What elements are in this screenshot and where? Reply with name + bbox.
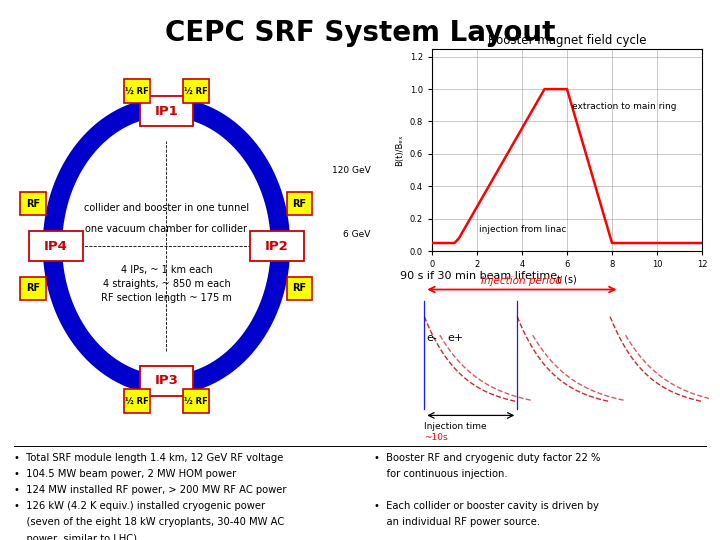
Text: RF: RF: [27, 283, 40, 293]
Text: one vacuum chamber for collider: one vacuum chamber for collider: [86, 224, 248, 234]
Title: Booster magnet field cycle: Booster magnet field cycle: [487, 35, 647, 48]
Text: 90 s if 30 min beam lifetime: 90 s if 30 min beam lifetime: [400, 271, 557, 281]
Bar: [20, 192, 46, 215]
Text: •  124 MW installed RF power, > 200 MW RF AC power: • 124 MW installed RF power, > 200 MW RF…: [14, 485, 287, 495]
Text: ~10s: ~10s: [424, 433, 448, 442]
Text: ½ RF: ½ RF: [184, 396, 207, 406]
Bar: [124, 389, 150, 413]
Text: for continuous injection.: for continuous injection.: [374, 469, 508, 479]
Text: ½ RF: ½ RF: [125, 396, 149, 406]
Bar: [251, 231, 304, 261]
X-axis label: t (s): t (s): [557, 275, 577, 285]
Text: (seven of the eight 18 kW cryoplants, 30-40 MW AC: (seven of the eight 18 kW cryoplants, 30…: [14, 517, 284, 528]
Text: collider and booster in one tunnel: collider and booster in one tunnel: [84, 203, 249, 213]
Bar: [20, 276, 46, 300]
Bar: [183, 389, 209, 413]
Bar: [287, 276, 312, 300]
Text: B(t)/Bₑₓ: B(t)/Bₑₓ: [395, 134, 404, 166]
Text: Injection period: Injection period: [482, 276, 562, 286]
Text: 6 GeV: 6 GeV: [343, 231, 371, 239]
Text: 120 GeV: 120 GeV: [332, 166, 371, 174]
Bar: [124, 79, 150, 103]
Text: •  104.5 MW beam power, 2 MW HOM power: • 104.5 MW beam power, 2 MW HOM power: [14, 469, 237, 479]
Text: IP4: IP4: [44, 240, 68, 253]
Text: •  Total SRF module length 1.4 km, 12 GeV RF voltage: • Total SRF module length 1.4 km, 12 GeV…: [14, 453, 284, 463]
Text: 4 IPs, ~ 1 km each
4 straights, ~ 850 m each
RF section length ~ 175 m: 4 IPs, ~ 1 km each 4 straights, ~ 850 m …: [101, 265, 232, 303]
Text: CEPC SRF System Layout: CEPC SRF System Layout: [165, 19, 555, 47]
Text: e-: e-: [426, 333, 437, 343]
Text: IP1: IP1: [155, 105, 179, 118]
Text: extraction to main ring: extraction to main ring: [572, 102, 676, 111]
Bar: [29, 231, 83, 261]
Bar: [183, 79, 209, 103]
Text: RF: RF: [292, 199, 307, 209]
Text: •  Booster RF and cryogenic duty factor 22 %: • Booster RF and cryogenic duty factor 2…: [374, 453, 600, 463]
Bar: [140, 366, 193, 396]
Text: RF: RF: [292, 283, 307, 293]
Text: power, similar to LHC): power, similar to LHC): [14, 534, 138, 540]
Text: Injection time: Injection time: [424, 422, 487, 430]
Bar: [287, 192, 312, 215]
Text: an individual RF power source.: an individual RF power source.: [374, 517, 541, 528]
Text: e+: e+: [448, 333, 464, 343]
Text: •  126 kW (4.2 K equiv.) installed cryogenic power: • 126 kW (4.2 K equiv.) installed cryoge…: [14, 501, 266, 511]
Text: ½ RF: ½ RF: [184, 86, 207, 96]
Text: IP2: IP2: [265, 240, 289, 253]
Text: IP3: IP3: [155, 374, 179, 387]
Text: ½ RF: ½ RF: [125, 86, 149, 96]
Text: injection from linac: injection from linac: [480, 225, 567, 234]
Text: RF: RF: [27, 199, 40, 209]
Text: •  Each collider or booster cavity is driven by: • Each collider or booster cavity is dri…: [374, 501, 599, 511]
Bar: [140, 96, 193, 126]
